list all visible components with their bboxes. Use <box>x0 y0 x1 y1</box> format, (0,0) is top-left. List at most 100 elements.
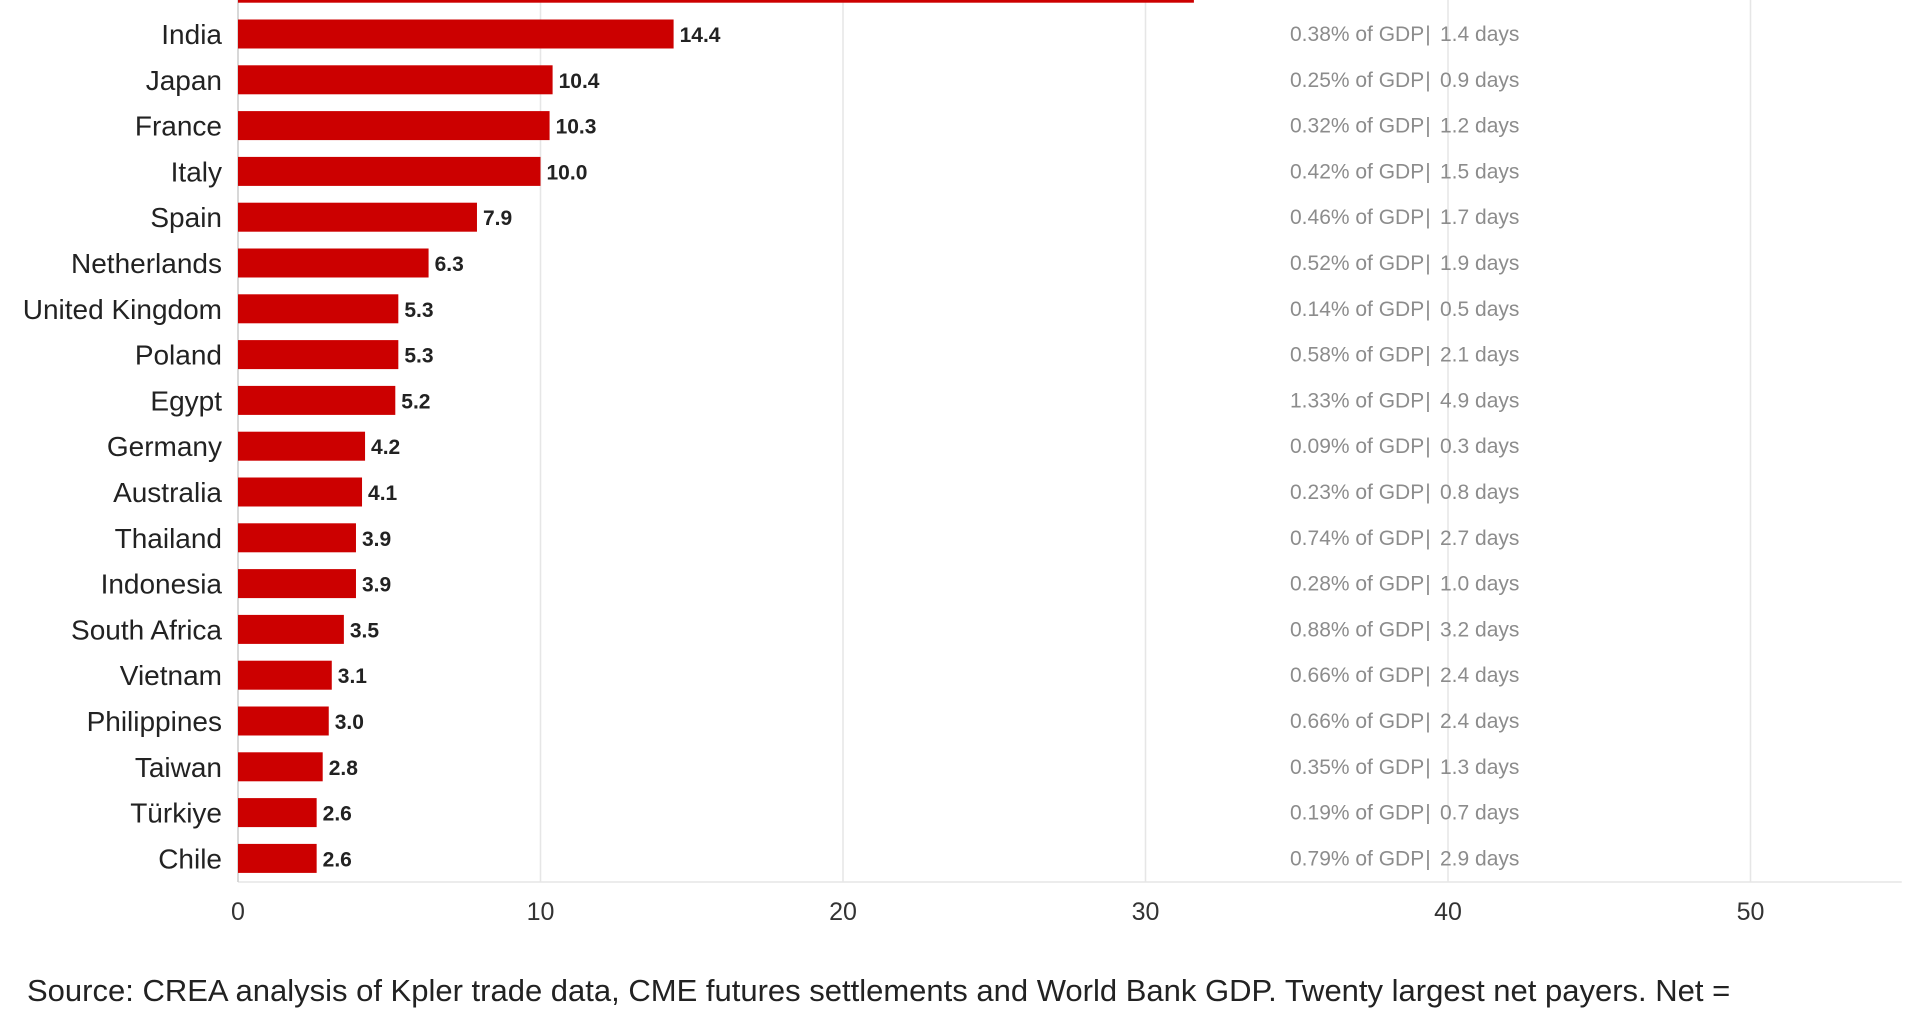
bar <box>238 156 541 186</box>
annotation-separator: | <box>1425 573 1430 596</box>
bars <box>238 0 1194 873</box>
gdp-annotation: 1.33% of GDP <box>1290 389 1424 412</box>
gdp-annotation: 0.58% of GDP <box>1290 344 1424 367</box>
value-label: 5.3 <box>404 299 433 322</box>
bar <box>238 614 344 644</box>
value-label: 10.3 <box>556 116 597 139</box>
bar <box>238 202 477 232</box>
days-annotation: 0.3 days <box>1440 435 1519 458</box>
category-label: United Kingdom <box>23 294 222 325</box>
value-label: 3.5 <box>350 619 380 642</box>
days-annotation: 0.8 days <box>1440 481 1519 504</box>
value-label: 7.9 <box>483 207 512 230</box>
gdp-annotation: 0.74% of GDP <box>1290 527 1424 550</box>
category-label: Australia <box>113 477 222 508</box>
days-annotation: 2.9 days <box>1440 847 1519 870</box>
gdp-annotation: 0.23% of GDP <box>1290 481 1424 504</box>
category-label: France <box>135 111 222 142</box>
category-label: Netherlands <box>71 248 222 279</box>
gdp-annotation: 0.14% of GDP <box>1290 298 1424 321</box>
value-label: 5.2 <box>401 390 430 413</box>
bar <box>238 340 399 370</box>
bar <box>238 294 399 324</box>
days-annotation: 1.4 days <box>1440 23 1519 46</box>
gdp-annotation: 0.46% of GDP <box>1290 206 1424 229</box>
value-label: 3.9 <box>362 528 391 551</box>
annotation-separator: | <box>1425 298 1430 321</box>
annotation-separator: | <box>1425 206 1430 229</box>
gdp-annotation: 0.35% of GDP <box>1290 756 1424 779</box>
gdp-annotation: 0.42% of GDP <box>1290 160 1424 183</box>
bar <box>238 65 553 95</box>
annotation-separator: | <box>1425 481 1430 504</box>
days-annotation: 0.9 days <box>1440 69 1519 92</box>
category-label: Indonesia <box>101 569 223 600</box>
bar <box>238 569 356 599</box>
annotation-separator: | <box>1425 756 1430 779</box>
annotation-separator: | <box>1425 23 1430 46</box>
category-label: Thailand <box>115 523 222 554</box>
bar <box>238 248 429 278</box>
days-annotation: 2.1 days <box>1440 344 1519 367</box>
annotation-separator: | <box>1425 344 1430 367</box>
annotation-separator: | <box>1425 389 1430 412</box>
days-annotation: 2.7 days <box>1440 527 1519 550</box>
bar <box>238 523 356 553</box>
bar <box>238 798 317 828</box>
bar <box>238 19 674 49</box>
gdp-annotation: 0.38% of GDP <box>1290 23 1424 46</box>
annotation-separator: | <box>1425 847 1430 870</box>
category-label: Poland <box>135 340 222 371</box>
source-note: Source: CREA analysis of Kpler trade dat… <box>27 973 1731 1008</box>
category-label: Chile <box>158 843 222 874</box>
gdp-annotation: 0.66% of GDP <box>1290 664 1424 687</box>
annotation-separator: | <box>1425 435 1430 458</box>
days-annotation: 2.4 days <box>1440 710 1519 733</box>
category-label: Japan <box>146 65 222 96</box>
category-label: South Africa <box>71 614 222 645</box>
x-tick-label: 30 <box>1132 898 1160 926</box>
annotation-separator: | <box>1425 160 1430 183</box>
x-tick-label: 40 <box>1434 898 1462 926</box>
value-label: 6.3 <box>435 253 464 276</box>
bar <box>238 660 332 690</box>
bar <box>238 706 329 736</box>
days-annotation: 4.9 days <box>1440 389 1519 412</box>
days-annotation: 1.9 days <box>1440 252 1519 275</box>
annotation-separator: | <box>1425 802 1430 825</box>
gdp-annotation: 0.79% of GDP <box>1290 847 1424 870</box>
category-label: India <box>161 19 222 50</box>
x-tick-label: 10 <box>527 898 555 926</box>
category-label: Italy <box>171 156 222 187</box>
value-label: 4.1 <box>368 482 398 505</box>
days-annotation: 1.0 days <box>1440 573 1519 596</box>
gdp-annotation: 0.25% of GDP <box>1290 69 1424 92</box>
annotation-separator: | <box>1425 664 1430 687</box>
x-axis: 0 10 20 30 40 50 <box>231 898 1764 926</box>
bar-partial <box>238 0 1194 3</box>
gdp-annotation: 0.19% of GDP <box>1290 802 1424 825</box>
x-tick-label: 50 <box>1737 898 1765 926</box>
days-annotation: 1.2 days <box>1440 115 1519 138</box>
value-label: 10.4 <box>559 70 600 93</box>
days-annotation: 0.5 days <box>1440 298 1519 321</box>
days-annotation: 1.5 days <box>1440 160 1519 183</box>
gridlines <box>237 0 1902 883</box>
days-annotation: 0.7 days <box>1440 802 1519 825</box>
annotation-separator: | <box>1425 710 1430 733</box>
gdp-annotation: 0.09% of GDP <box>1290 435 1424 458</box>
gdp-annotation: 0.52% of GDP <box>1290 252 1424 275</box>
annotation-separator: | <box>1425 115 1430 138</box>
value-label: 2.6 <box>323 848 352 871</box>
bar <box>238 477 363 507</box>
category-label: Germany <box>107 431 222 462</box>
annotation-separator: | <box>1425 252 1430 275</box>
days-annotation: 3.2 days <box>1440 618 1519 641</box>
days-annotation: 2.4 days <box>1440 664 1519 687</box>
gdp-annotation: 0.32% of GDP <box>1290 115 1424 138</box>
value-label: 4.2 <box>371 436 400 459</box>
value-label: 3.9 <box>362 574 391 597</box>
category-label: Egypt <box>150 385 222 416</box>
